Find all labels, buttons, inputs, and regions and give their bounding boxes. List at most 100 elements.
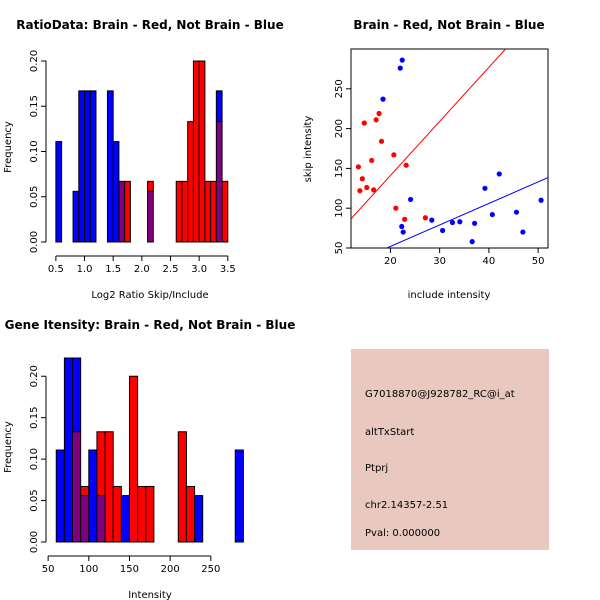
y-tick-label: 200 [334, 119, 345, 138]
scatter-axes: 20 30 40 50 50 100 150 200 250 [334, 79, 545, 267]
overlap-histogram-bar [96, 495, 106, 543]
brain-histogram-bar [187, 121, 194, 243]
brain-scatter-point [369, 157, 375, 164]
intensity-histogram-panel: Gene Itensity: Brain - Red, Not Brain - … [3, 318, 295, 600]
intensity-histogram-title: Gene Itensity: Brain - Red, Not Brain - … [5, 318, 296, 332]
brain-histogram-bar [104, 431, 114, 543]
ratio-histogram-bars [55, 60, 229, 243]
scatter-xlabel: include intensity [408, 290, 491, 301]
brain-histogram-bar [181, 180, 189, 243]
not-brain-histogram-bar [215, 90, 223, 123]
not-brain-scatter-point [469, 239, 475, 245]
x-tick-label: 2.0 [134, 264, 150, 275]
x-tick-label: 50 [42, 564, 55, 575]
brain-histogram-bar [177, 431, 187, 543]
not-brain-scatter-point [399, 223, 405, 230]
intensity-scatter-panel: Brain - Red, Not Brain - Blue 20 30 40 50 50… [303, 18, 549, 301]
y-tick-label: 0.15 [29, 407, 40, 429]
overlap-histogram-bar [72, 431, 82, 543]
x-tick-label: 30 [433, 256, 446, 267]
info-panel-background [351, 349, 549, 550]
brain-scatter-point [393, 205, 399, 211]
not-brain-scatter-point [489, 211, 495, 218]
gene-name-text: Ptprj [365, 463, 388, 474]
brain-scatter-point [364, 184, 370, 191]
not-brain-scatter-point [538, 197, 544, 203]
brain-regression-line [351, 49, 507, 220]
scatter-title: Brain - Red, Not Brain - Blue [353, 18, 544, 32]
intensity-histogram-bars [55, 357, 244, 543]
brain-histogram-bar [192, 60, 200, 243]
not-brain-histogram-bar [106, 90, 114, 243]
not-brain-scatter-point [397, 65, 403, 71]
x-tick-label: 2.5 [163, 264, 179, 275]
not-brain-scatter-point [429, 217, 435, 223]
brain-scatter-point [376, 110, 382, 117]
not-brain-scatter-point [457, 219, 463, 225]
y-tick-label: 50 [334, 242, 345, 255]
brain-histogram-bar [147, 180, 154, 192]
pval-text: Pval: 0.000000 [365, 528, 440, 539]
x-tick-label: 200 [161, 564, 180, 575]
not-brain-scatter-point [496, 171, 502, 177]
brain-histogram-bar [198, 60, 206, 243]
location-text: chr2.14357-2.51 [365, 500, 448, 511]
scatter-points [355, 57, 544, 245]
not-brain-scatter-point [482, 185, 488, 191]
not-brain-histogram-bar [120, 495, 130, 543]
y-tick-label: 0.15 [29, 95, 40, 117]
y-tick-label: 0.05 [29, 186, 40, 208]
not-brain-scatter-point [400, 229, 406, 235]
x-tick-label: 250 [201, 564, 220, 575]
not-brain-histogram-bar [88, 449, 98, 543]
not-brain-histogram-bar [112, 141, 120, 243]
intensity-histogram-ylabel: Frequency [3, 421, 14, 473]
not-brain-scatter-point [407, 196, 414, 203]
x-tick-label: 0.5 [48, 264, 64, 275]
not-brain-scatter-point [449, 219, 456, 226]
x-tick-label: 1.0 [77, 264, 93, 275]
brain-histogram-bar [128, 375, 139, 543]
x-tick-label: 1.5 [105, 264, 121, 275]
not-brain-scatter-point [440, 227, 446, 234]
ratio-histogram-title: RatioData: Brain - Red, Not Brain - Blue [16, 18, 283, 32]
brain-histogram-bar [221, 180, 229, 243]
ratio-histogram-axes: 0.5 1.0 1.5 2.0 2.5 3.0 3.5 0.00 0.05 0.10 0.15 0.2… [29, 50, 236, 275]
overlap-histogram-bar [147, 190, 154, 243]
brain-histogram-bar [124, 180, 131, 243]
brain-histogram-bar [145, 485, 155, 543]
not-brain-histogram-bar [55, 141, 63, 243]
x-tick-label: 50 [532, 256, 545, 267]
not-brain-histogram-bar [84, 90, 91, 243]
not-brain-scatter-point [513, 209, 520, 215]
brain-scatter-point [359, 176, 365, 182]
not-brain-histogram-bar [63, 357, 74, 543]
x-tick-label: 3.0 [191, 264, 207, 275]
not-brain-histogram-bar [72, 190, 80, 243]
not-brain-scatter-point [399, 57, 405, 63]
probe-id-text: G7018870@J928782_RC@i_at [365, 389, 515, 400]
y-tick-label: 0.20 [29, 50, 40, 72]
overlap-histogram-bar [215, 121, 223, 243]
y-tick-label: 100 [334, 199, 345, 218]
brain-scatter-point [403, 162, 409, 168]
not-brain-histogram-bar [89, 90, 97, 243]
x-tick-label: 3.5 [220, 264, 236, 275]
x-tick-label: 40 [483, 256, 496, 267]
brain-scatter-point [402, 216, 408, 222]
intensity-histogram-xlabel: Intensity [128, 590, 172, 600]
not-brain-histogram-bar [234, 449, 244, 543]
x-tick-label: 20 [384, 256, 397, 267]
not-brain-regression-line [385, 177, 548, 248]
intensity-histogram-axes: 50 100 150 200 250 0.00 0.05 0.10 0.15 0.20 [29, 365, 220, 575]
scatter-regression-lines [351, 49, 548, 248]
brain-histogram-bar [80, 485, 90, 497]
not-brain-scatter-point [520, 229, 526, 235]
brain-scatter-point [361, 120, 367, 126]
brain-scatter-point [422, 215, 428, 221]
info-panel: G7018870@J928782_RC@i_at altTxStart Ptpr… [351, 349, 549, 550]
y-tick-label: 0.20 [29, 365, 40, 387]
brain-scatter-point [373, 117, 379, 123]
overlap-histogram-bar [80, 495, 90, 543]
